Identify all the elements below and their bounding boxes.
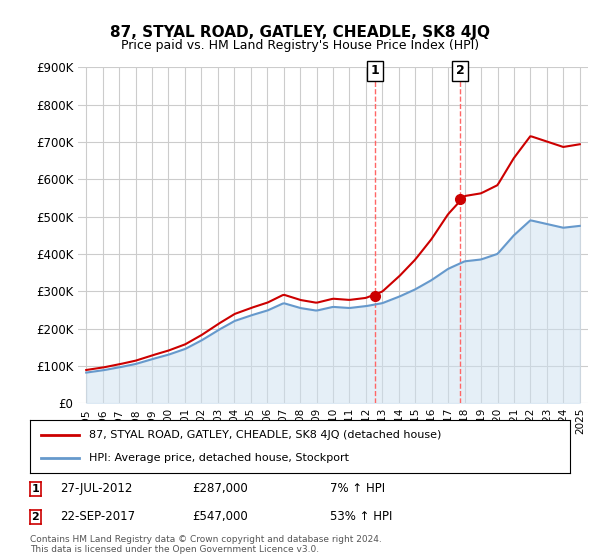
Text: 53% ↑ HPI: 53% ↑ HPI (330, 510, 392, 524)
Text: Price paid vs. HM Land Registry's House Price Index (HPI): Price paid vs. HM Land Registry's House … (121, 39, 479, 52)
Text: 7% ↑ HPI: 7% ↑ HPI (330, 482, 385, 496)
Text: 27-JUL-2012: 27-JUL-2012 (60, 482, 133, 496)
Text: £547,000: £547,000 (192, 510, 248, 524)
Text: 2: 2 (456, 64, 464, 77)
Text: 2: 2 (32, 512, 39, 521)
Text: £287,000: £287,000 (192, 482, 248, 496)
Text: 87, STYAL ROAD, GATLEY, CHEADLE, SK8 4JQ: 87, STYAL ROAD, GATLEY, CHEADLE, SK8 4JQ (110, 25, 490, 40)
Text: Contains HM Land Registry data © Crown copyright and database right 2024.
This d: Contains HM Land Registry data © Crown c… (30, 535, 382, 554)
Text: 1: 1 (32, 484, 39, 493)
Text: 22-SEP-2017: 22-SEP-2017 (60, 510, 135, 524)
Text: 1: 1 (371, 64, 380, 77)
Text: HPI: Average price, detached house, Stockport: HPI: Average price, detached house, Stoc… (89, 453, 349, 463)
Text: 87, STYAL ROAD, GATLEY, CHEADLE, SK8 4JQ (detached house): 87, STYAL ROAD, GATLEY, CHEADLE, SK8 4JQ… (89, 430, 442, 440)
